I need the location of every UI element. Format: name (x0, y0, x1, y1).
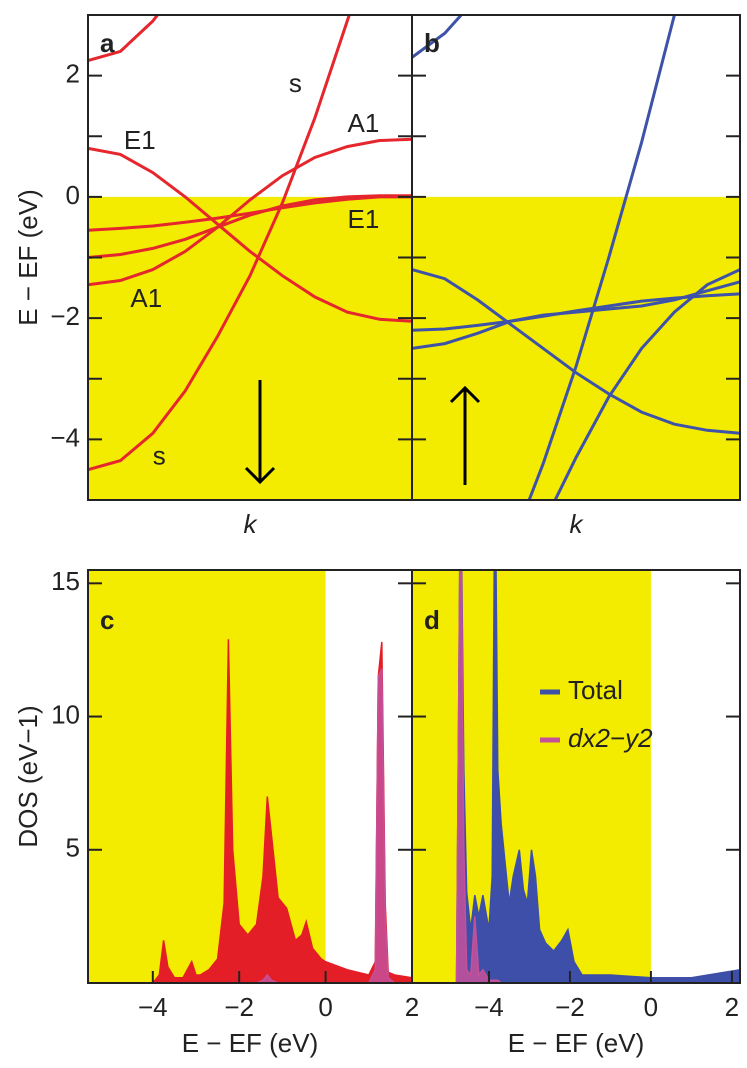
x-tick-label: 0 (644, 992, 658, 1022)
band-line (88, 146, 412, 323)
band-line (88, 15, 160, 62)
plot-area (88, 15, 412, 500)
band-line (88, 195, 412, 232)
x-tick-label: 0 (318, 992, 332, 1022)
band-line (412, 280, 740, 350)
x-tick-label: −4 (474, 992, 504, 1022)
legend-label: dx2−y2 (568, 723, 653, 753)
panel-label: d (424, 605, 440, 635)
x-tick-label: −2 (224, 992, 254, 1022)
x-tick-label: −4 (138, 992, 168, 1022)
y-tick-label: 5 (66, 833, 80, 863)
occupied-region (88, 196, 412, 500)
y-tick-label: 2 (66, 59, 80, 89)
x-axis-label: k (244, 509, 259, 539)
band-line (88, 15, 351, 472)
band-annotation: E1 (347, 204, 379, 234)
spin-arrow-head (244, 466, 276, 485)
plot-area (412, 15, 740, 500)
dos-area (412, 570, 740, 983)
x-axis-label: E − EF (eV) (508, 1028, 645, 1058)
band-annotation: s (289, 68, 302, 98)
band-annotation: A1 (347, 108, 379, 138)
plot-area (412, 570, 740, 983)
band-annotation: s (153, 440, 166, 470)
occupied-region (412, 196, 740, 500)
band-line (88, 137, 412, 287)
panel-label: b (424, 28, 440, 58)
band-line (88, 194, 412, 259)
band-line (553, 268, 740, 500)
spin-arrow-head (449, 385, 481, 404)
panel-label: c (100, 605, 114, 635)
y-tick-label: −2 (50, 301, 80, 331)
dos-area (88, 668, 412, 983)
x-tick-label: 2 (405, 992, 419, 1022)
y-tick-label: 0 (66, 180, 80, 210)
band-line (527, 15, 676, 500)
y-axis-label: DOS (eV−1) (13, 705, 43, 847)
y-axis-label: E − EF (eV) (13, 189, 43, 326)
panel-frame (411, 569, 741, 984)
band-line (412, 268, 740, 435)
band-annotation: A1 (130, 283, 162, 313)
y-tick-label: −4 (50, 422, 80, 452)
band-annotation: E1 (124, 125, 156, 155)
x-tick-label: 2 (725, 992, 739, 1022)
x-tick-label: −2 (555, 992, 585, 1022)
y-tick-label: 15 (51, 566, 80, 596)
y-tick-label: 10 (51, 699, 80, 729)
legend-label: Total (568, 675, 623, 705)
band-line (412, 15, 464, 59)
dos-area (412, 570, 740, 983)
x-axis-label: k (570, 509, 585, 539)
plot-area (88, 570, 412, 983)
panel-label: a (100, 28, 115, 58)
x-axis-label: E − EF (eV) (182, 1028, 319, 1058)
